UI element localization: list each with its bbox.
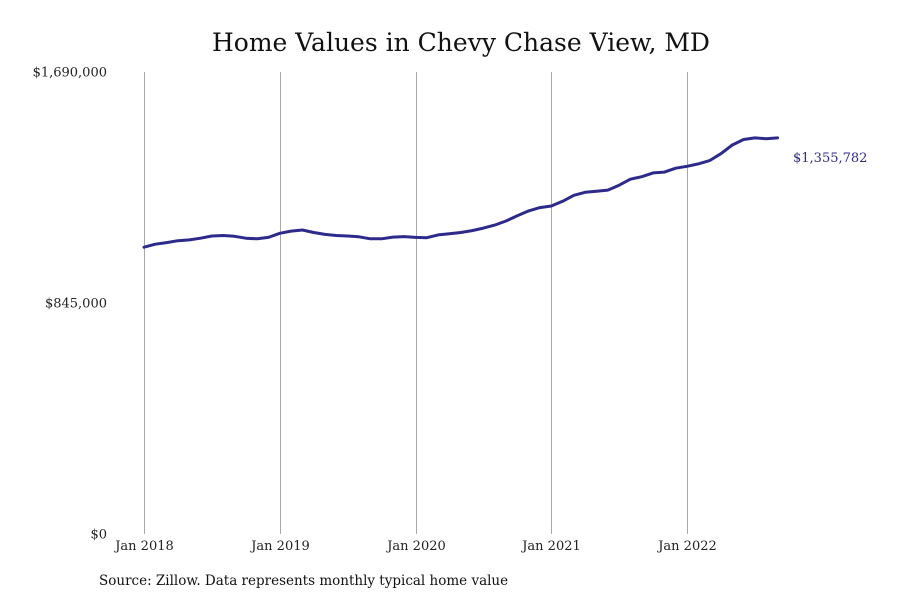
chart-title: Home Values in Chevy Chase View, MD: [212, 28, 710, 57]
series-line-0: [142, 136, 779, 249]
x-tick-label: Jan 2021: [520, 539, 581, 554]
y-tick-label: $845,000: [45, 297, 107, 312]
y-axis-ticks: $0 $845,000 $1,690,000: [33, 66, 107, 543]
source-note: Source: Zillow. Data represents monthly …: [99, 573, 508, 589]
x-tick-label: Jan 2018: [113, 539, 174, 554]
x-tick-label: Jan 2020: [385, 539, 446, 554]
last-value-label: $1,355,782: [793, 151, 867, 166]
gridlines: [144, 72, 688, 534]
x-tick-label: Jan 2022: [656, 539, 717, 554]
y-tick-label: $0: [90, 528, 107, 543]
x-tick-label: Jan 2019: [249, 539, 310, 554]
y-tick-label: $1,690,000: [33, 66, 107, 81]
series-layer: [142, 136, 779, 249]
x-axis-ticks: Jan 2018 Jan 2019 Jan 2020 Jan 2021 Jan 2022: [113, 539, 717, 554]
